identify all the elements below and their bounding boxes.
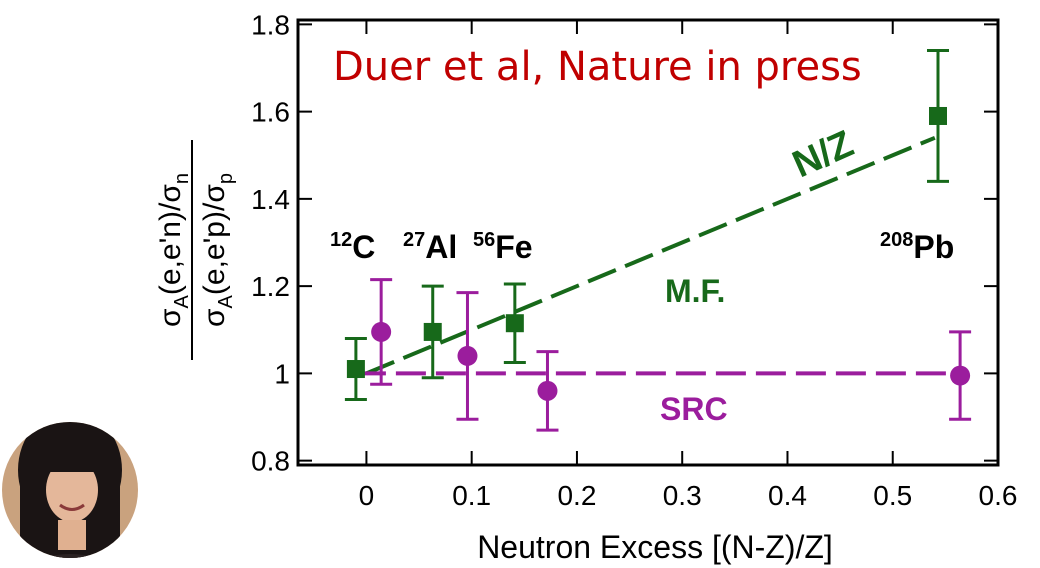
- x-tick-label: 0.2: [557, 480, 596, 511]
- series-label: M.F.: [665, 273, 725, 309]
- nucleus-label: 12C: [330, 229, 375, 265]
- point: [950, 365, 971, 386]
- point: [346, 360, 365, 379]
- y-axis-label: σA(e,e'n)/σn σA(e,e'p)/σp: [154, 140, 237, 360]
- x-tick-label: 0.1: [452, 480, 491, 511]
- element-symbol: C: [352, 229, 375, 265]
- mass-number: 27: [403, 229, 425, 251]
- x-tick-label: 0.6: [979, 480, 1018, 511]
- line-label: N/Z: [787, 123, 860, 186]
- mass-number: 208: [880, 229, 913, 251]
- point: [371, 321, 392, 342]
- portrait-photo: [2, 422, 138, 558]
- plot-frame: [296, 18, 1000, 467]
- x-tick-label: 0.5: [873, 480, 912, 511]
- point: [505, 314, 524, 333]
- mass-number: 56: [473, 229, 495, 251]
- y-tick-label: 1.2: [251, 271, 290, 302]
- element-symbol: Fe: [495, 229, 532, 265]
- point: [457, 345, 478, 366]
- x-axis-label: Neutron Excess [(N-Z)/Z]: [477, 529, 833, 565]
- point: [537, 380, 558, 401]
- series-label: SRC: [660, 391, 728, 427]
- x-tick-label: 0.4: [768, 480, 807, 511]
- nucleus-label: 56Fe: [473, 229, 533, 265]
- y-label-denominator: σA(e,e'p)/σp: [198, 173, 237, 327]
- nucleus-label: 27Al: [403, 229, 457, 265]
- x-tick-label: 0: [359, 480, 375, 511]
- y-tick-label: 1.6: [251, 97, 290, 128]
- x-tick-label: 0.3: [663, 480, 702, 511]
- y-tick-label: 1.4: [251, 184, 290, 215]
- y-tick-label: 1.8: [251, 9, 290, 40]
- y-tick-label: 1: [274, 358, 290, 389]
- point: [423, 322, 442, 341]
- element-symbol: Pb: [913, 229, 954, 265]
- element-symbol: Al: [425, 229, 457, 265]
- y-label-numerator: σA(e,e'n)/σn: [154, 173, 193, 327]
- mass-number: 12: [330, 229, 352, 251]
- y-tick-label: 0.8: [251, 446, 290, 477]
- nucleus-label: 208Pb: [880, 229, 954, 265]
- point: [929, 106, 947, 125]
- reference-line: [365, 135, 936, 376]
- chart-title: Duer et al, Nature in press: [333, 44, 862, 90]
